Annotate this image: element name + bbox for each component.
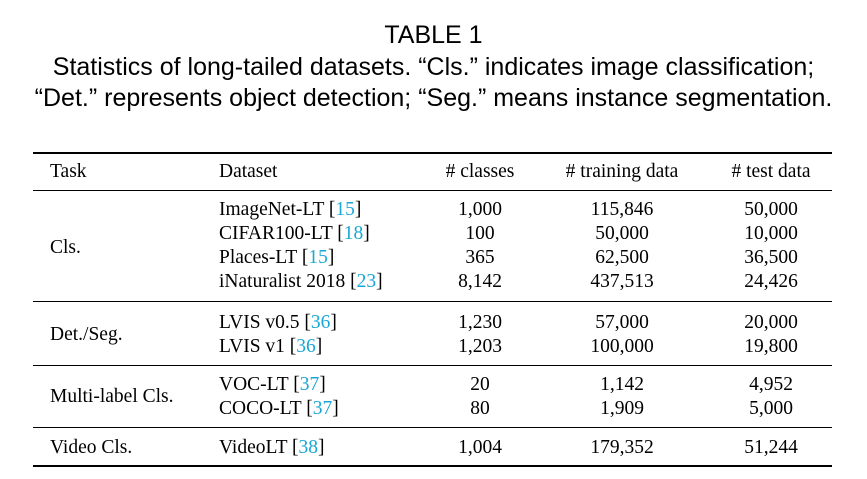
dataset-cell: VOC-LT [37] (219, 374, 326, 395)
dataset-cell: VideoLT [38] (219, 437, 325, 458)
classes-cell: 8,142 (458, 271, 502, 292)
citation-link[interactable]: 36 (296, 336, 316, 357)
header-classes: # classes (445, 161, 515, 182)
dataset-cell: LVIS v0.5 [36] (219, 312, 337, 333)
citation-link[interactable]: 23 (356, 271, 377, 292)
table-caption-line-2: “Det.” represents object detection; “Seg… (34, 84, 833, 112)
citation-link[interactable]: 18 (343, 223, 364, 244)
classes-cell: 80 (470, 398, 490, 419)
classes-cell: 1,000 (458, 199, 502, 220)
dataset-cell: iNaturalist 2018 [23] (219, 271, 383, 292)
header-dataset: Dataset (219, 161, 278, 182)
classes-cell: 365 (465, 247, 495, 268)
citation-link[interactable]: 15 (335, 199, 355, 220)
training-cell: 62,500 (595, 247, 649, 268)
group-rule (33, 427, 832, 428)
test-cell: 20,000 (744, 312, 798, 333)
group-rule (33, 365, 832, 366)
classes-cell: 1,230 (458, 312, 502, 333)
test-cell: 24,426 (744, 271, 798, 292)
training-cell: 1,909 (600, 398, 644, 419)
test-cell: 36,500 (744, 247, 798, 268)
header-rule (33, 190, 832, 191)
citation-link[interactable]: 38 (298, 437, 319, 458)
group-rule (33, 301, 832, 302)
dataset-cell: COCO-LT [37] (219, 398, 339, 419)
classes-cell: 1,203 (458, 336, 502, 357)
training-cell: 50,000 (595, 223, 649, 244)
citation-link[interactable]: 36 (310, 312, 331, 333)
citation-link[interactable]: 15 (308, 247, 328, 268)
test-cell: 51,244 (744, 437, 798, 458)
top-rule (33, 152, 832, 154)
dataset-cell: ImageNet-LT [15] (219, 199, 362, 220)
table-caption-label: TABLE 1 (384, 21, 483, 49)
test-cell: 19,800 (744, 336, 798, 357)
dataset-cell: Places-LT [15] (219, 247, 335, 268)
header-training-data: # training data (565, 161, 679, 182)
task-cls: Cls. (50, 237, 81, 258)
citation-link[interactable]: 37 (299, 374, 320, 395)
table-caption-line-1: Statistics of long-tailed datasets. “Cls… (52, 53, 815, 81)
dataset-cell: LVIS v1 [36] (219, 336, 323, 357)
test-cell: 5,000 (749, 398, 793, 419)
training-cell: 57,000 (595, 312, 649, 333)
training-cell: 100,000 (590, 336, 654, 357)
training-cell: 1,142 (600, 374, 644, 395)
test-cell: 4,952 (749, 374, 793, 395)
training-cell: 115,846 (590, 199, 654, 220)
training-cell: 179,352 (590, 437, 654, 458)
dataset-cell: CIFAR100-LT [18] (219, 223, 370, 244)
task-det-seg: Det./Seg. (50, 324, 123, 345)
test-cell: 10,000 (744, 223, 798, 244)
test-cell: 50,000 (744, 199, 798, 220)
task-multi-label-cls: Multi-label Cls. (50, 386, 174, 407)
classes-cell: 20 (470, 374, 490, 395)
header-task: Task (50, 161, 87, 182)
header-test-data: # test data (731, 161, 811, 182)
training-cell: 437,513 (590, 271, 654, 292)
classes-cell: 1,004 (458, 437, 502, 458)
classes-cell: 100 (465, 223, 495, 244)
bottom-rule (33, 465, 832, 467)
task-video-cls: Video Cls. (50, 437, 133, 458)
citation-link[interactable]: 37 (312, 398, 333, 419)
